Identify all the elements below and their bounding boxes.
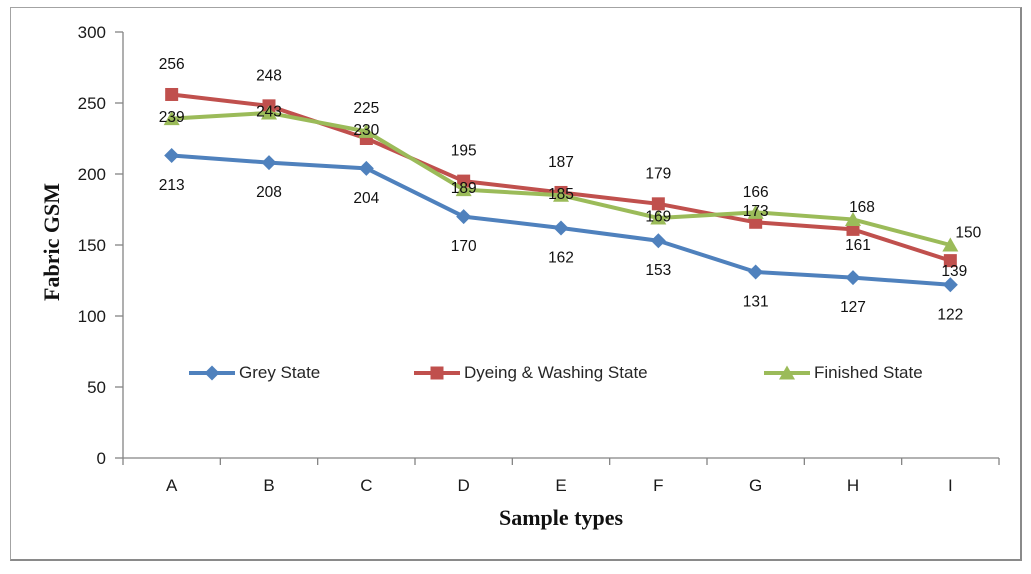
data-label: 225 bbox=[353, 100, 379, 117]
data-point-marker bbox=[457, 174, 471, 188]
y-tick-label: 50 bbox=[87, 378, 106, 397]
data-point-marker bbox=[261, 105, 277, 120]
data-label: 243 bbox=[256, 103, 282, 120]
legend-item-finished-state: Finished State bbox=[763, 362, 923, 384]
data-point-marker bbox=[261, 155, 277, 171]
data-point-marker bbox=[358, 123, 375, 138]
x-category-label: H bbox=[847, 476, 859, 495]
y-tick-label: 0 bbox=[97, 449, 106, 468]
legend-item-dyeing-washing-state: Dyeing & Washing State bbox=[413, 362, 648, 384]
legend-marker-glyph bbox=[779, 365, 795, 380]
data-point-marker bbox=[651, 197, 665, 211]
legend-item-grey-state: Grey State bbox=[188, 362, 320, 384]
legend-label-dyeing-washing-state: Dyeing & Washing State bbox=[464, 363, 648, 382]
y-axis-title: Fabric GSM bbox=[39, 183, 64, 301]
data-label: 173 bbox=[743, 203, 769, 220]
data-label: 169 bbox=[645, 209, 671, 226]
data-label: 168 bbox=[849, 199, 875, 216]
y-tick-label: 150 bbox=[78, 236, 106, 255]
data-label: 204 bbox=[353, 190, 379, 207]
x-category-label: D bbox=[458, 476, 470, 495]
x-axis-title: Sample types bbox=[498, 505, 624, 530]
data-label: 139 bbox=[941, 263, 967, 280]
data-point-marker bbox=[650, 210, 667, 225]
data-label: 185 bbox=[548, 186, 574, 203]
data-label: 179 bbox=[645, 165, 671, 182]
data-point-marker bbox=[845, 270, 861, 286]
data-label: 256 bbox=[159, 56, 185, 73]
data-point-marker bbox=[943, 254, 957, 268]
x-category-label: A bbox=[166, 476, 178, 495]
data-label: 153 bbox=[645, 262, 671, 279]
data-point-marker bbox=[455, 182, 472, 197]
y-tick-label: 300 bbox=[78, 23, 106, 42]
data-point-marker bbox=[358, 160, 374, 176]
data-point-marker bbox=[164, 148, 180, 164]
legend-label-grey-state: Grey State bbox=[239, 363, 321, 382]
data-point-marker bbox=[749, 215, 763, 229]
x-category-label: E bbox=[555, 476, 566, 495]
data-label: 122 bbox=[937, 306, 963, 323]
data-point-marker bbox=[553, 187, 569, 202]
data-point-marker bbox=[650, 233, 666, 249]
x-category-label: B bbox=[263, 476, 274, 495]
y-tick-label: 100 bbox=[78, 307, 106, 326]
y-tick-label: 250 bbox=[78, 94, 106, 113]
data-label: 239 bbox=[159, 109, 185, 126]
data-point-marker bbox=[456, 209, 472, 225]
data-label: 213 bbox=[159, 177, 185, 194]
data-label: 208 bbox=[256, 184, 282, 201]
data-label: 187 bbox=[548, 154, 574, 171]
data-point-marker bbox=[846, 222, 860, 236]
data-label: 150 bbox=[955, 225, 981, 242]
legend-marker-square-icon bbox=[414, 366, 460, 380]
data-point-marker bbox=[942, 237, 959, 252]
legend-marker-triangle-icon bbox=[764, 365, 810, 380]
legend-marker-diamond-icon bbox=[189, 365, 235, 381]
series-finished-state bbox=[163, 105, 959, 252]
data-point-marker bbox=[748, 264, 764, 280]
data-point-marker bbox=[553, 220, 569, 236]
data-label: 170 bbox=[451, 238, 477, 255]
data-point-marker bbox=[747, 204, 764, 219]
data-label: 127 bbox=[840, 299, 866, 316]
data-point-marker bbox=[163, 111, 180, 126]
x-category-label: C bbox=[360, 476, 372, 495]
data-label: 248 bbox=[256, 67, 282, 84]
legend-label-finished-state: Finished State bbox=[814, 363, 923, 382]
y-tick-label: 200 bbox=[78, 165, 106, 184]
data-label: 161 bbox=[845, 237, 871, 254]
data-label: 166 bbox=[743, 184, 769, 201]
data-label: 189 bbox=[451, 180, 477, 197]
x-category-label: F bbox=[653, 476, 663, 495]
x-category-label: I bbox=[948, 476, 953, 495]
data-label: 131 bbox=[743, 293, 769, 310]
series-line bbox=[169, 92, 953, 263]
series-grey-state bbox=[164, 148, 958, 293]
legend-marker-glyph bbox=[204, 365, 220, 381]
legend-marker-glyph bbox=[430, 366, 444, 380]
data-point-marker bbox=[165, 87, 179, 101]
data-label: 195 bbox=[451, 143, 477, 160]
data-point-marker bbox=[942, 277, 958, 293]
data-label: 162 bbox=[548, 249, 574, 266]
data-label: 230 bbox=[353, 122, 379, 139]
data-point-marker bbox=[845, 211, 861, 226]
x-category-label: G bbox=[749, 476, 762, 495]
